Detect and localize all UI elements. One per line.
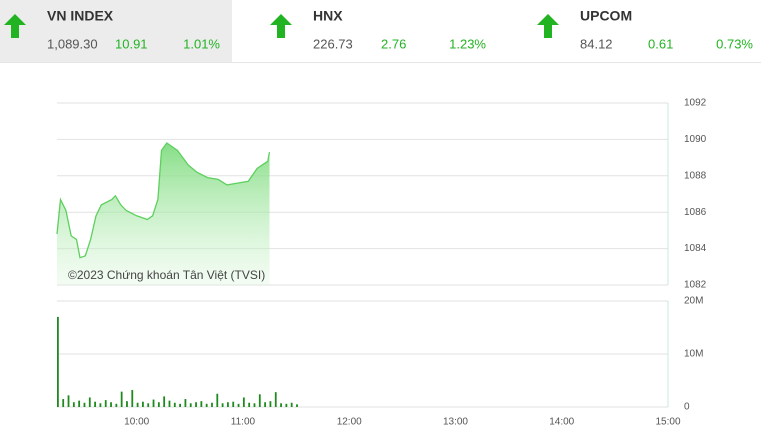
volume-bar: [57, 316, 59, 407]
y-tick-label: 1082: [684, 280, 707, 291]
volume-bar: [83, 402, 86, 407]
volume-bar: [157, 402, 160, 407]
y-tick-label: 1088: [684, 170, 707, 181]
volume-bar: [110, 402, 112, 407]
y-tick-label: 1086: [684, 207, 707, 218]
volume-bar: [179, 403, 181, 407]
index-percent: 0.73%: [716, 36, 753, 51]
volume-bar: [264, 402, 267, 407]
volume-bar: [296, 404, 298, 407]
y-tick-label: 10M: [684, 349, 703, 360]
index-name: HNX: [313, 8, 343, 24]
volume-bar: [216, 393, 219, 407]
x-tick-label: 15:00: [655, 417, 680, 428]
volume-bar: [195, 402, 197, 407]
x-tick-label: 13:00: [443, 417, 468, 428]
index-percent: 1.23%: [449, 36, 486, 51]
up-arrow: [4, 14, 26, 38]
volume-bar: [258, 394, 261, 407]
active-tile: [0, 0, 232, 62]
volume-bar: [104, 400, 107, 407]
index-change: 10.91: [115, 36, 148, 51]
x-tick-label: 14:00: [549, 417, 574, 428]
volume-bar: [120, 391, 123, 407]
volume-bar: [285, 403, 288, 407]
volume-bar: [221, 403, 224, 407]
volume-bar: [274, 392, 277, 407]
x-tick-label: 12:00: [337, 417, 362, 428]
volume-bar: [115, 403, 118, 407]
volume-bar: [131, 390, 134, 407]
volume-bar: [88, 397, 91, 407]
volume-bar: [184, 399, 187, 407]
volume-bar: [136, 402, 139, 407]
price-line: [56, 142, 271, 259]
x-tick-label: 11:00: [231, 417, 256, 428]
x-tick-label: 10:00: [124, 417, 149, 428]
price-area: [57, 143, 270, 285]
index-change: 0.61: [648, 36, 673, 51]
index-change: 2.76: [381, 36, 406, 51]
index-name: VN INDEX: [47, 8, 114, 24]
volume-bar: [94, 401, 96, 407]
up-arrow: [270, 14, 292, 38]
volume-bar: [248, 402, 251, 407]
volume-bar: [67, 395, 70, 407]
index-value: 84.12: [580, 36, 613, 51]
volume-bar: [200, 401, 203, 407]
y-tick-label: 0: [684, 402, 690, 413]
volume-bar: [290, 402, 293, 407]
y-tick-label: 1092: [684, 98, 707, 109]
volume-bar: [205, 403, 208, 407]
volume-bar: [78, 400, 81, 407]
index-percent: 1.01%: [183, 36, 220, 51]
volume-bar: [269, 401, 272, 407]
volume-bar: [168, 400, 171, 407]
watermark: ©2023 Chứng khoán Tân Việt (TVSI): [68, 268, 265, 282]
volume-bar: [227, 402, 229, 407]
volume-bar: [62, 399, 65, 407]
volume-bar: [99, 403, 102, 407]
volume-bar: [173, 402, 176, 407]
volume-bar: [253, 403, 256, 407]
volume-bar: [189, 403, 192, 407]
volume-bar: [211, 402, 213, 407]
y-tick-label: 1084: [684, 243, 707, 254]
index-value: 226.73: [313, 36, 353, 51]
index-name: UPCOM: [580, 8, 632, 24]
index-value: 1,089.30: [47, 36, 98, 51]
volume-bar: [242, 397, 245, 407]
volume-bar: [147, 403, 150, 407]
up-arrow: [537, 14, 559, 38]
volume-bar: [152, 399, 155, 407]
volume-bar: [280, 403, 282, 407]
y-tick-label: 20M: [684, 296, 703, 307]
volume-bar: [72, 402, 75, 407]
volume-bar: [232, 401, 235, 407]
volume-bar: [237, 403, 240, 407]
y-tick-label: 1090: [684, 134, 707, 145]
volume-bar: [142, 401, 144, 407]
volume-bar: [163, 396, 166, 407]
volume-bar: [126, 401, 128, 407]
